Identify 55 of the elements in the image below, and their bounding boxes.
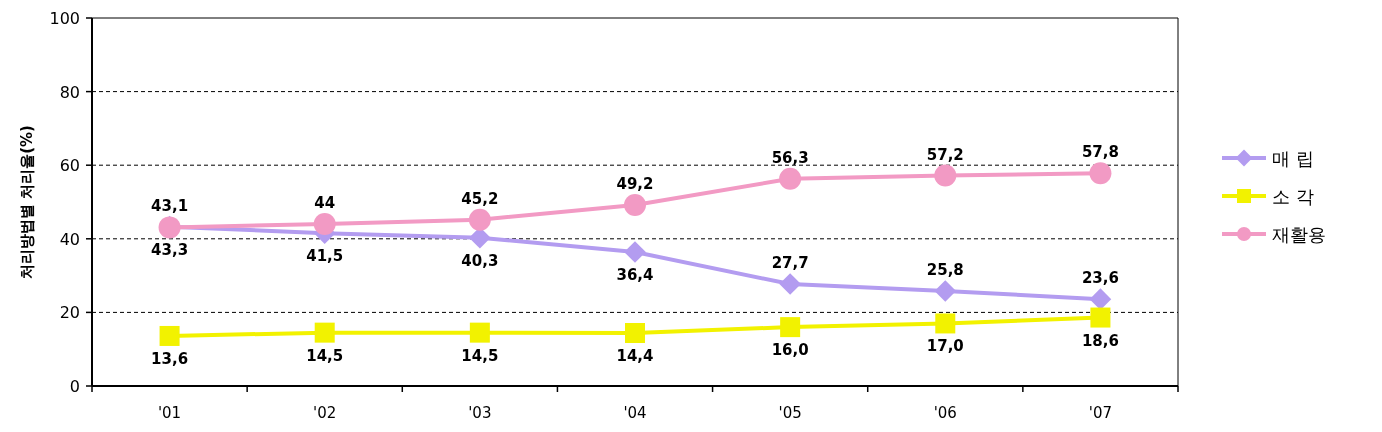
point bbox=[934, 280, 957, 302]
point bbox=[1090, 307, 1111, 328]
point bbox=[313, 213, 336, 236]
text: 16,0 bbox=[771, 341, 809, 360]
text: 17,0 bbox=[926, 337, 964, 356]
point bbox=[1089, 162, 1112, 185]
x-tick-label: '05 bbox=[778, 404, 802, 422]
legend-label: 소 각 bbox=[1272, 186, 1314, 207]
legend-label: 매 립 bbox=[1272, 148, 1314, 169]
point bbox=[469, 322, 490, 343]
x-tick-label: '02 bbox=[313, 404, 337, 422]
point bbox=[468, 208, 491, 231]
y-tick-label: 80 bbox=[59, 82, 80, 102]
point bbox=[625, 323, 645, 344]
point bbox=[935, 313, 956, 334]
x-tick-label: '07 bbox=[1088, 404, 1113, 422]
text: 14,4 bbox=[616, 347, 654, 366]
text: 13,6 bbox=[151, 349, 189, 368]
point bbox=[159, 325, 180, 346]
point bbox=[624, 193, 646, 216]
y-tick-label: 0 bbox=[69, 377, 80, 396]
x-tick-label: '01 bbox=[157, 404, 182, 422]
x-tick-label: '06 bbox=[933, 404, 957, 422]
text: 23,6 bbox=[1081, 269, 1119, 288]
y-tick-label: 60 bbox=[59, 156, 80, 176]
text: 56,3 bbox=[771, 148, 809, 167]
legend-label: 재활용 bbox=[1272, 224, 1326, 245]
text: 57,2 bbox=[926, 145, 964, 164]
text: 18,6 bbox=[1081, 331, 1119, 350]
text: 27,7 bbox=[771, 254, 809, 273]
point bbox=[934, 164, 957, 187]
point bbox=[779, 167, 802, 190]
point bbox=[1089, 288, 1112, 310]
point bbox=[624, 241, 646, 263]
y-tick-label: 20 bbox=[59, 303, 80, 323]
x-tick-label: '04 bbox=[623, 404, 647, 422]
text: 14,5 bbox=[461, 346, 499, 365]
text: 41,5 bbox=[306, 247, 344, 266]
text: 14,5 bbox=[306, 346, 344, 365]
text: 44 bbox=[314, 194, 336, 213]
point bbox=[314, 322, 335, 343]
text: 49,2 bbox=[616, 174, 654, 193]
y-axis-title: 처리방법별 처리율(%) bbox=[18, 125, 36, 279]
text: 25,8 bbox=[926, 261, 964, 280]
text: 36,4 bbox=[616, 266, 654, 285]
text: 57,8 bbox=[1081, 143, 1119, 162]
point bbox=[780, 317, 801, 338]
y-tick-label: 100 bbox=[49, 9, 80, 28]
text: 45,2 bbox=[461, 189, 499, 208]
x-tick-label: '03 bbox=[468, 404, 492, 422]
text: 43,1 bbox=[151, 197, 189, 216]
text: 43,3 bbox=[151, 240, 189, 259]
point bbox=[779, 273, 801, 295]
y-tick-label: 40 bbox=[59, 229, 80, 249]
text: 40,3 bbox=[461, 251, 499, 270]
